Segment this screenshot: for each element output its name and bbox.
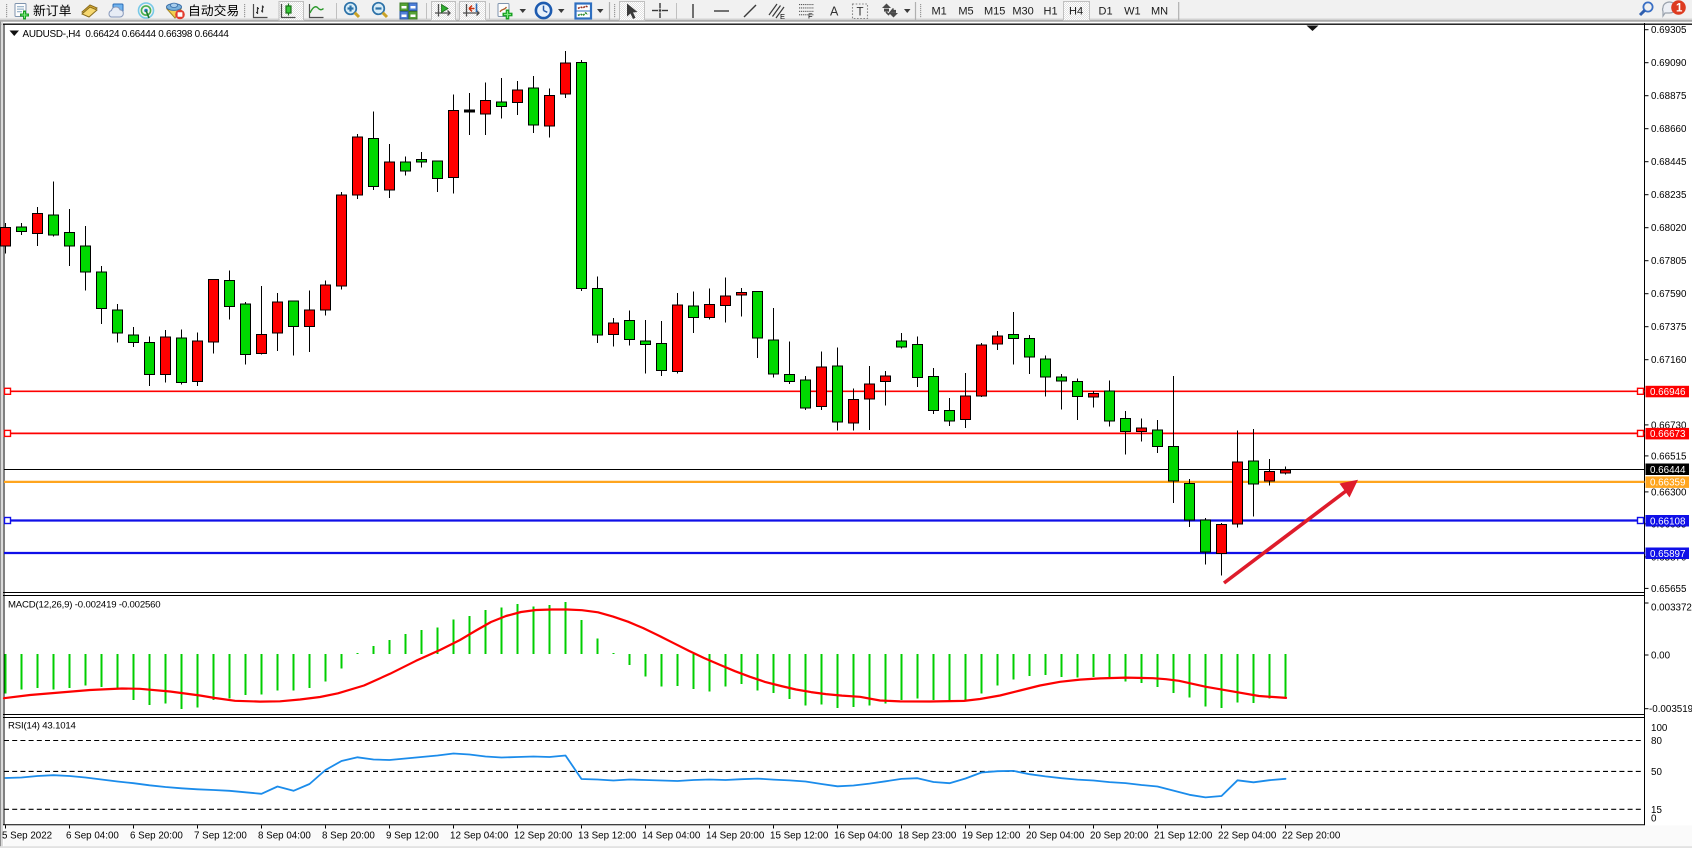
svg-text:H1: H1 <box>1044 6 1058 18</box>
svg-text:100: 100 <box>1651 723 1668 734</box>
svg-text:-0.003519: -0.003519 <box>1649 704 1692 715</box>
svg-text:19 Sep 12:00: 19 Sep 12:00 <box>962 831 1021 842</box>
svg-text:M15: M15 <box>984 6 1005 18</box>
svg-text:F: F <box>808 12 813 21</box>
svg-text:0.67160: 0.67160 <box>1651 355 1687 366</box>
svg-text:20 Sep 04:00: 20 Sep 04:00 <box>1026 831 1085 842</box>
svg-text:T: T <box>857 7 864 19</box>
svg-text:6 Sep 20:00: 6 Sep 20:00 <box>130 831 183 842</box>
svg-text:13 Sep 12:00: 13 Sep 12:00 <box>578 831 637 842</box>
svg-text:20 Sep 20:00: 20 Sep 20:00 <box>1090 831 1149 842</box>
svg-text:5 Sep 2022: 5 Sep 2022 <box>2 831 52 842</box>
svg-text:0.65897: 0.65897 <box>1650 549 1685 560</box>
svg-text:80: 80 <box>1651 736 1662 747</box>
svg-text:12 Sep 04:00: 12 Sep 04:00 <box>450 831 509 842</box>
svg-text:0.66444: 0.66444 <box>1650 465 1686 476</box>
svg-text:12 Sep 20:00: 12 Sep 20:00 <box>514 831 573 842</box>
svg-text:22 Sep 04:00: 22 Sep 04:00 <box>1218 831 1277 842</box>
svg-text:0.69305: 0.69305 <box>1651 25 1687 36</box>
svg-text:0.68660: 0.68660 <box>1651 124 1687 135</box>
svg-text:0.65655: 0.65655 <box>1651 584 1687 595</box>
svg-text:50: 50 <box>1651 767 1662 778</box>
svg-text:AUDUSD-,H4 0.66424 0.66444 0.: AUDUSD-,H4 0.66424 0.66444 0.66398 0.664… <box>23 29 230 40</box>
svg-text:1: 1 <box>1676 3 1683 15</box>
svg-text:M30: M30 <box>1012 6 1033 18</box>
svg-text:0.66515: 0.66515 <box>1651 451 1687 462</box>
svg-text:A: A <box>830 5 839 19</box>
svg-text:18 Sep 23:00: 18 Sep 23:00 <box>898 831 957 842</box>
svg-text:W1: W1 <box>1124 6 1141 18</box>
svg-text:0.67590: 0.67590 <box>1651 289 1687 300</box>
svg-text:6 Sep 04:00: 6 Sep 04:00 <box>66 831 119 842</box>
svg-text:MN: MN <box>1151 6 1168 18</box>
svg-text:22 Sep 20:00: 22 Sep 20:00 <box>1282 831 1341 842</box>
svg-text:0.68235: 0.68235 <box>1651 190 1687 201</box>
svg-text:0.69090: 0.69090 <box>1651 58 1687 69</box>
svg-text:0.68020: 0.68020 <box>1651 223 1687 234</box>
svg-text:15: 15 <box>1651 805 1662 816</box>
svg-text:0.66673: 0.66673 <box>1650 429 1686 440</box>
svg-text:0.66946: 0.66946 <box>1650 387 1686 398</box>
svg-text:0.66108: 0.66108 <box>1650 516 1686 527</box>
svg-text:0.66300: 0.66300 <box>1651 487 1687 498</box>
svg-text:0.67375: 0.67375 <box>1651 322 1687 333</box>
svg-text:D1: D1 <box>1099 6 1113 18</box>
svg-text:7 Sep 12:00: 7 Sep 12:00 <box>194 831 247 842</box>
svg-text:MACD(12,26,9) -0.002419 -0.002: MACD(12,26,9) -0.002419 -0.002560 <box>8 600 160 611</box>
svg-text:0.00: 0.00 <box>1651 651 1671 662</box>
svg-text:0.67805: 0.67805 <box>1651 256 1687 267</box>
svg-text:RSI(14) 43.1014: RSI(14) 43.1014 <box>8 721 77 732</box>
svg-text:0.66730: 0.66730 <box>1651 420 1687 431</box>
svg-text:14 Sep 20:00: 14 Sep 20:00 <box>706 831 765 842</box>
svg-text:H4: H4 <box>1069 6 1083 18</box>
svg-text:15 Sep 12:00: 15 Sep 12:00 <box>770 831 829 842</box>
svg-text:E: E <box>780 12 785 21</box>
svg-text:0.68445: 0.68445 <box>1651 157 1687 168</box>
svg-text:8 Sep 20:00: 8 Sep 20:00 <box>322 831 375 842</box>
svg-text:0: 0 <box>1651 814 1657 825</box>
svg-text:9 Sep 12:00: 9 Sep 12:00 <box>386 831 439 842</box>
svg-text:0.68875: 0.68875 <box>1651 91 1687 102</box>
svg-text:0.66359: 0.66359 <box>1650 478 1685 489</box>
svg-text:M1: M1 <box>932 6 947 18</box>
svg-text:14 Sep 04:00: 14 Sep 04:00 <box>642 831 701 842</box>
svg-text:21 Sep 12:00: 21 Sep 12:00 <box>1154 831 1213 842</box>
svg-text:M5: M5 <box>958 6 973 18</box>
svg-text:0.003372: 0.003372 <box>1651 603 1692 614</box>
svg-text:8 Sep 04:00: 8 Sep 04:00 <box>258 831 311 842</box>
svg-text:16 Sep 04:00: 16 Sep 04:00 <box>834 831 893 842</box>
